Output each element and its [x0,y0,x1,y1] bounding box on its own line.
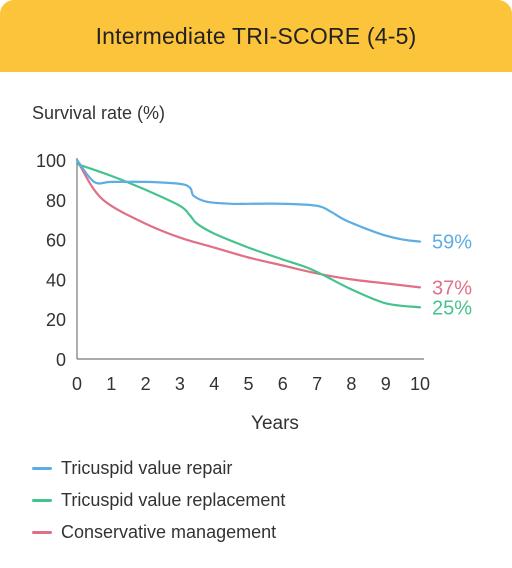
legend-label-repair: Tricuspid value repair [61,457,233,478]
legend-label-conservative: Conservative management [61,521,277,542]
legend-item-repair: Tricuspid value repair [32,452,285,484]
x-axis-label: Years [251,413,299,434]
legend-swatch-replacement [32,498,52,502]
x-tick-label: 1 [106,374,116,394]
x-tick-labels: 0 1 2 3 4 5 6 7 8 9 10 [72,374,430,394]
legend-label-replacement: Tricuspid value replacement [61,489,286,510]
end-label-0: 59% [432,232,472,254]
chart-axes [76,158,424,360]
end-label-2: 37% [432,277,472,299]
y-tick-label: 40 [46,270,66,290]
legend-swatch-repair [32,466,52,470]
x-tick-label: 2 [141,374,151,394]
y-tick-labels: 0 20 40 60 80 100 [36,151,66,370]
x-tick-label: 6 [278,374,288,394]
series-line-1 [75,162,422,309]
chart-title: Intermediate TRI-SCORE (4-5) [95,22,417,49]
y-axis-label: Survival rate (%) [32,103,166,123]
survival-line-chart: 0 20 40 60 80 100 0 1 2 3 4 5 6 7 8 9 10 59% 25%37% Year… [36,151,472,434]
legend-item-conservative: Conservative management [32,516,285,548]
y-tick-label: 80 [46,191,66,211]
y-tick-label: 20 [46,310,66,330]
x-tick-label: 3 [175,374,185,394]
chart-legend: Tricuspid value repair Tricuspid value r… [32,452,285,548]
x-tick-label: 5 [243,374,253,394]
y-tick-label: 0 [56,350,66,370]
series-line-2 [75,158,422,289]
x-tick-label: 8 [346,374,356,394]
x-tick-label: 7 [312,374,322,394]
x-tick-label: 4 [209,374,219,394]
y-tick-label: 100 [36,151,66,171]
series-end-labels: 59% 25%37% [432,232,472,320]
y-tick-label: 60 [46,231,66,251]
series-line-0 [75,158,422,243]
series-lines [75,158,422,309]
x-tick-label: 0 [72,374,82,394]
x-tick-label: 9 [381,374,391,394]
end-label-1: 25% [432,297,472,319]
legend-item-replacement: Tricuspid value replacement [32,484,285,516]
legend-swatch-conservative [32,530,52,534]
chart-header: Intermediate TRI-SCORE (4-5) [0,0,512,72]
x-tick-label: 10 [410,374,430,394]
